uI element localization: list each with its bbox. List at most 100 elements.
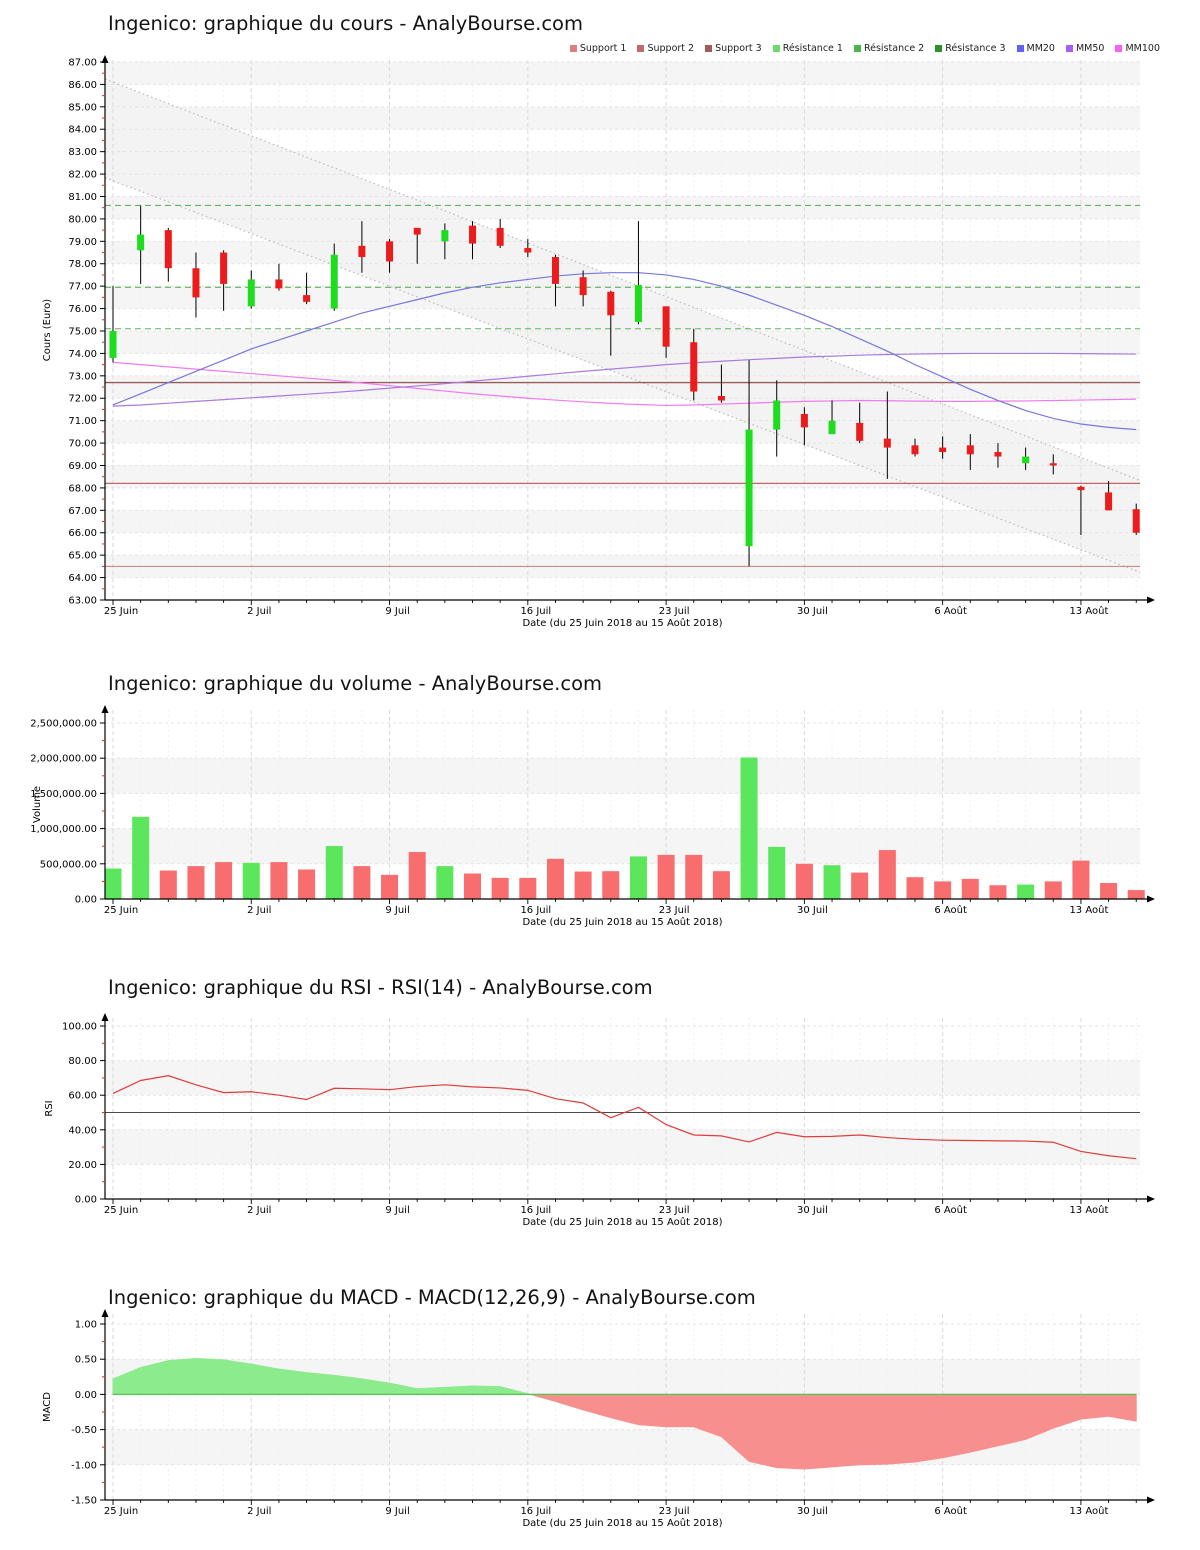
price-chart-title: Ingenico: graphique du cours - AnalyBour…: [108, 12, 583, 35]
legend-swatch: [1065, 45, 1073, 52]
candle-27/06: [164, 230, 172, 269]
volume-bar-29/06: [215, 862, 233, 899]
svg-text:84.00: 84.00: [68, 125, 97, 136]
svg-text:75.00: 75.00: [68, 326, 97, 337]
svg-text:-1.00: -1.00: [71, 1460, 97, 1471]
candle-05/07: [330, 254, 338, 309]
svg-text:64.00: 64.00: [68, 573, 97, 584]
volume-bar-03/08: [906, 877, 924, 899]
candle-31/07: [828, 420, 836, 435]
candle-03/08: [911, 445, 919, 455]
candle-01/08: [856, 422, 864, 441]
volume-bar-09/07: [381, 874, 399, 899]
volume-bar-13/08: [1072, 860, 1090, 899]
svg-text:74.00: 74.00: [68, 349, 97, 360]
svg-text:-0.50: -0.50: [71, 1425, 97, 1436]
svg-text:6 Août: 6 Août: [934, 904, 967, 916]
volume-bar-17/07: [546, 858, 564, 899]
svg-text:78.00: 78.00: [68, 259, 97, 270]
svg-text:2,500,000.00: 2,500,000.00: [30, 719, 97, 730]
svg-text:81.00: 81.00: [68, 192, 97, 203]
svg-text:73.00: 73.00: [68, 371, 97, 382]
legend-swatch: [935, 45, 943, 52]
legend-swatch: [772, 45, 780, 52]
candle-13/08: [1077, 486, 1085, 491]
legend-item-support-2: Support 2: [637, 43, 694, 54]
svg-text:0.00: 0.00: [75, 1195, 97, 1206]
volume-bar-02/07: [242, 862, 260, 899]
svg-text:23 Juil: 23 Juil: [659, 606, 690, 617]
svg-text:13 Août: 13 Août: [1069, 605, 1108, 617]
candle-26/07: [745, 429, 753, 547]
candle-04/07: [303, 295, 311, 302]
volume-bars: [104, 757, 1145, 899]
svg-text:Date (du 25 Juin 2018 au 15 Ao: Date (du 25 Juin 2018 au 15 Août 2018): [522, 617, 722, 629]
svg-text:77.00: 77.00: [68, 282, 97, 293]
svg-text:2 Juil: 2 Juil: [247, 606, 271, 617]
svg-text:60.00: 60.00: [68, 1091, 97, 1102]
legend-swatch: [637, 45, 645, 52]
svg-text:70.00: 70.00: [68, 439, 97, 450]
legend-label: Support 2: [647, 43, 695, 54]
svg-text:16 Juil: 16 Juil: [520, 905, 551, 916]
svg-text:66.00: 66.00: [68, 528, 97, 539]
svg-text:2 Juil: 2 Juil: [247, 1205, 271, 1216]
volume-bar-25/06: [104, 868, 122, 899]
candle-13/07: [496, 227, 504, 246]
svg-text:MACD: MACD: [42, 1392, 53, 1422]
macd-chart: -1.50 -1.00 -0.50 0.00 0.50 1.00 25 Juin 2 Juil…: [42, 1309, 1155, 1529]
macd-positive-area: [112, 1357, 1137, 1395]
svg-text:9 Juil: 9 Juil: [385, 606, 409, 617]
svg-text:25 Juin: 25 Juin: [104, 1205, 138, 1216]
candle-26/06: [137, 234, 145, 251]
volume-bar-24/07: [685, 854, 703, 899]
svg-text:23 Juil: 23 Juil: [659, 1205, 690, 1216]
svg-text:71.00: 71.00: [68, 416, 97, 427]
volume-bar-27/07: [768, 846, 786, 899]
svg-text:85.00: 85.00: [68, 102, 97, 113]
candle-10/08: [1049, 463, 1057, 466]
svg-text:9 Juil: 9 Juil: [385, 1205, 409, 1216]
svg-text:72.00: 72.00: [68, 394, 97, 405]
legend-item-mm20: MM20: [1016, 43, 1055, 54]
svg-text:16 Juil: 16 Juil: [520, 1506, 551, 1517]
legend-label: Support 1: [579, 43, 627, 54]
candle-15/08: [1132, 509, 1140, 533]
svg-text:25 Juin: 25 Juin: [104, 1506, 138, 1517]
svg-text:20.00: 20.00: [68, 1160, 97, 1171]
volume-bar-08/08: [989, 885, 1007, 899]
macd-negative-area: [112, 1394, 1137, 1470]
volume-bar-07/08: [961, 878, 979, 899]
svg-text:76.00: 76.00: [68, 304, 97, 315]
svg-text:1,000,000.00: 1,000,000.00: [30, 824, 97, 835]
svg-text:23 Juil: 23 Juil: [659, 1506, 690, 1517]
legend-item-support-3: Support 3: [705, 43, 762, 54]
svg-text:25 Juin: 25 Juin: [104, 905, 138, 916]
volume-bar-10/08: [1044, 881, 1062, 899]
candle-09/07: [386, 241, 394, 262]
svg-text:80.00: 80.00: [68, 214, 97, 225]
candles: [109, 205, 1140, 567]
volume-bar-06/08: [934, 881, 952, 899]
candle-14/08: [1105, 492, 1113, 511]
volume-bar-28/06: [187, 866, 205, 899]
volume-bar-04/07: [298, 869, 316, 899]
svg-text:65.00: 65.00: [68, 551, 97, 562]
svg-text:2 Juil: 2 Juil: [247, 905, 271, 916]
mm100-line: [112, 361, 1137, 407]
candle-03/07: [275, 279, 283, 289]
candle-30/07: [800, 413, 808, 428]
candle-18/07: [579, 277, 587, 296]
price-chart-legend: Support 1 Support 2 Support 3 Résistance 1 R…: [569, 43, 1160, 54]
legend-label: MM20: [1026, 43, 1055, 54]
candle-25/06: [109, 330, 117, 358]
svg-text:68.00: 68.00: [68, 483, 97, 494]
candle-10/07: [413, 227, 421, 235]
svg-text:Date (du 25 Juin 2018 au 15 Ao: Date (du 25 Juin 2018 au 15 Août 2018): [522, 916, 722, 928]
volume-bar-19/07: [602, 871, 620, 899]
legend-label: MM100: [1125, 43, 1160, 54]
price-chart: 63.00 64.00 65.00 66.00 67.00 68.00 69.00 70.00…: [42, 55, 1155, 629]
macd-chart-title: Ingenico: graphique du MACD - MACD(12,26…: [108, 1286, 756, 1309]
svg-text:1.00: 1.00: [75, 1320, 97, 1331]
svg-text:1,500,000.00: 1,500,000.00: [30, 789, 97, 800]
